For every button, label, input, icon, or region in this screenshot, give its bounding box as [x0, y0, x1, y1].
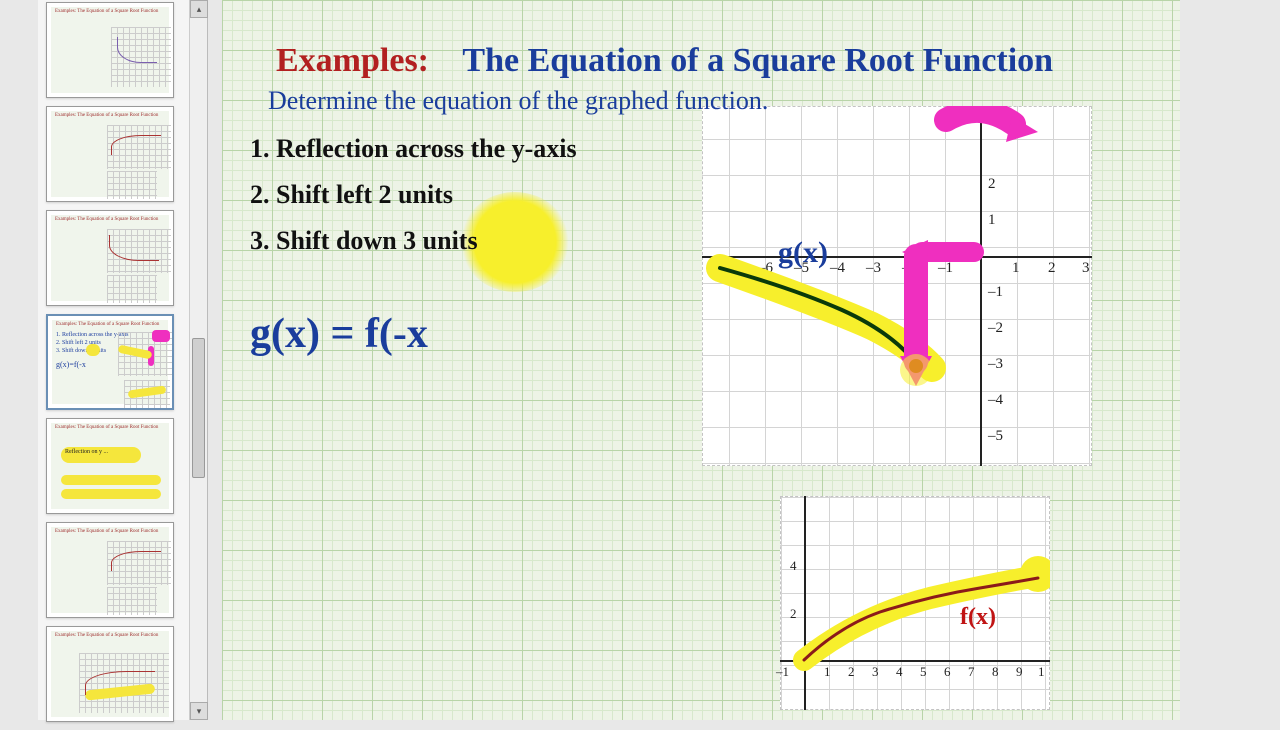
slide-thumb-2[interactable]: Examples: The Equation of a Square Root … [46, 106, 174, 202]
scroll-track[interactable] [190, 18, 207, 702]
g2-xtick: 6 [944, 664, 951, 680]
g1-y-axis [980, 106, 982, 466]
g1-ytick: 1 [988, 212, 996, 229]
graph-gx: –7 –6 –5 –4 –3 –2 –1 1 2 3 1 2 –1 –2 –3 … [702, 106, 1092, 466]
g1-xtick: –1 [938, 260, 953, 277]
g2-xtick: 1 [824, 664, 831, 680]
g2-xtick: 1 [1038, 664, 1045, 680]
g2-overlay [780, 496, 1050, 710]
slide-thumb-6[interactable]: Examples: The Equation of a Square Root … [46, 522, 174, 618]
g1-ytick: –1 [988, 284, 1003, 301]
slide-thumb-3[interactable]: Examples: The Equation of a Square Root … [46, 210, 174, 306]
scroll-thumb[interactable] [192, 338, 205, 478]
step-2-text: 2. Shift left 2 units [250, 180, 453, 210]
thumbnail-panel: Examples: The Equation of a Square Root … [38, 0, 208, 720]
g2-xtick: 9 [1016, 664, 1023, 680]
g1-ytick: –5 [988, 428, 1003, 445]
g2-ytick: 4 [790, 558, 797, 574]
thumbnail-list: Examples: The Equation of a Square Root … [46, 2, 182, 730]
slide-title: Examples: The Equation of a Square Root … [276, 42, 1053, 80]
g2-xtick: 5 [920, 664, 927, 680]
g2-ytick: 2 [790, 606, 797, 622]
g2-xtick: 4 [896, 664, 903, 680]
formula-text: g(x) = f(-x [250, 310, 428, 358]
scroll-up-icon[interactable]: ▴ [190, 0, 208, 18]
g1-overlay [702, 106, 1092, 466]
slide-thumb-7[interactable]: Examples: The Equation of a Square Root … [46, 626, 174, 722]
g1-xtick: 1 [1012, 260, 1020, 277]
g1-xtick: –6 [758, 260, 773, 277]
graph-fx: –1 1 2 3 4 5 6 7 8 9 1 2 4 [780, 496, 1050, 710]
g1-xtick: –4 [830, 260, 845, 277]
slide-thumb-5[interactable]: Examples: The Equation of a Square Root … [46, 418, 174, 514]
g2-xtick: 3 [872, 664, 879, 680]
step-3-text: 3. Shift down 3 units [250, 226, 478, 256]
slide-thumb-1[interactable]: Examples: The Equation of a Square Root … [46, 2, 174, 98]
title-main: The Equation of a Square Root Function [462, 42, 1053, 79]
fx-label: f(x) [960, 604, 996, 631]
slide-area: Examples: The Equation of a Square Root … [222, 0, 1180, 720]
g2-xtick: –1 [776, 664, 789, 680]
scroll-down-icon[interactable]: ▾ [190, 702, 208, 720]
g2-y-axis [804, 496, 806, 710]
g1-xtick: –2 [902, 260, 917, 277]
g1-x-axis [702, 256, 1092, 258]
g2-x-axis [780, 660, 1050, 662]
step-1-text: 1. Reflection across the y-axis [250, 134, 577, 164]
gx-label: g(x) [778, 236, 828, 270]
g2-xtick: 7 [968, 664, 975, 680]
g1-xtick: 3 [1082, 260, 1090, 277]
g1-ytick: –2 [988, 320, 1003, 337]
g2-xtick: 2 [848, 664, 855, 680]
g1-xtick: –7 [722, 260, 737, 277]
g1-ytick: –3 [988, 356, 1003, 373]
slide-thumb-4[interactable]: Examples: The Equation of a Square Root … [46, 314, 174, 410]
g1-xtick: –3 [866, 260, 881, 277]
slide-canvas: Examples: The Equation of a Square Root … [222, 0, 1180, 720]
slide-subtitle: Determine the equation of the graphed fu… [268, 86, 768, 116]
g1-ytick: –4 [988, 392, 1003, 409]
g1-ytick: 2 [988, 176, 996, 193]
g2-xtick: 8 [992, 664, 999, 680]
title-examples: Examples: [276, 42, 429, 79]
g1-xtick: 2 [1048, 260, 1056, 277]
thumbnail-scrollbar[interactable]: ▴ ▾ [189, 0, 207, 720]
